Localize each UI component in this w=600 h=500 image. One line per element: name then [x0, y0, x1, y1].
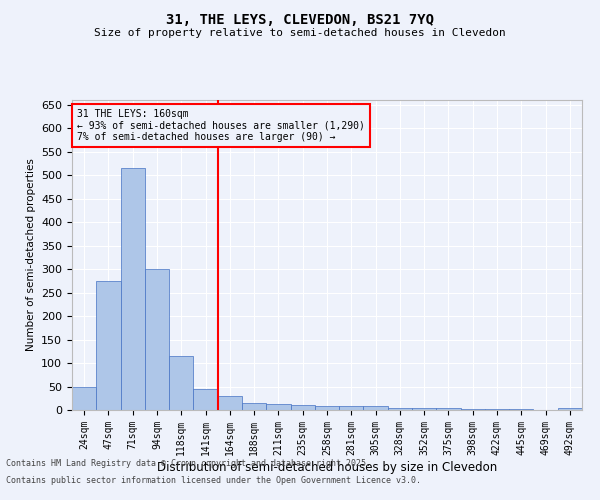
- X-axis label: Distribution of semi-detached houses by size in Clevedon: Distribution of semi-detached houses by …: [157, 460, 497, 473]
- Bar: [290, 406, 315, 410]
- Bar: [485, 409, 509, 410]
- Bar: [169, 356, 193, 410]
- Text: Contains public sector information licensed under the Open Government Licence v3: Contains public sector information licen…: [6, 476, 421, 485]
- Bar: [218, 396, 242, 410]
- Bar: [339, 406, 364, 410]
- Text: 31, THE LEYS, CLEVEDON, BS21 7YQ: 31, THE LEYS, CLEVEDON, BS21 7YQ: [166, 12, 434, 26]
- Bar: [436, 408, 461, 410]
- Bar: [193, 389, 218, 410]
- Bar: [412, 408, 436, 410]
- Bar: [461, 409, 485, 410]
- Bar: [121, 168, 145, 410]
- Bar: [266, 404, 290, 410]
- Text: Size of property relative to semi-detached houses in Clevedon: Size of property relative to semi-detach…: [94, 28, 506, 38]
- Bar: [388, 408, 412, 410]
- Bar: [558, 408, 582, 410]
- Bar: [145, 269, 169, 410]
- Bar: [96, 281, 121, 410]
- Bar: [72, 386, 96, 410]
- Text: 31 THE LEYS: 160sqm
← 93% of semi-detached houses are smaller (1,290)
7% of semi: 31 THE LEYS: 160sqm ← 93% of semi-detach…: [77, 110, 365, 142]
- Bar: [509, 409, 533, 410]
- Bar: [315, 406, 339, 410]
- Bar: [242, 403, 266, 410]
- Text: Contains HM Land Registry data © Crown copyright and database right 2025.: Contains HM Land Registry data © Crown c…: [6, 458, 371, 468]
- Bar: [364, 406, 388, 410]
- Y-axis label: Number of semi-detached properties: Number of semi-detached properties: [26, 158, 35, 352]
